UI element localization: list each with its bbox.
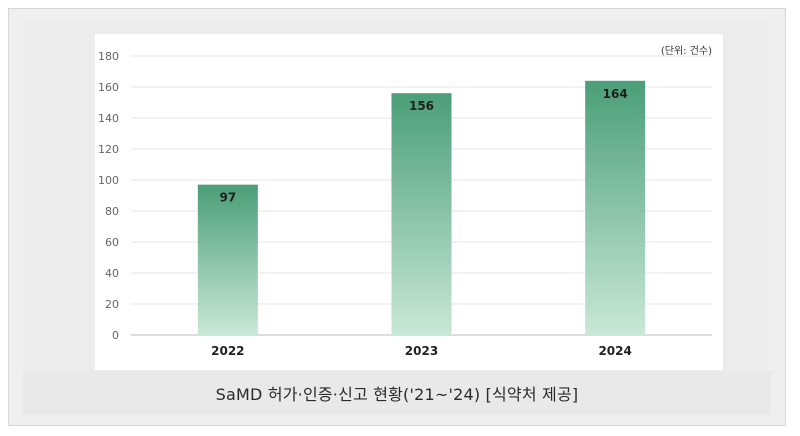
data-label: 156 xyxy=(409,99,434,113)
y-tick-label: 180 xyxy=(98,50,119,63)
data-label: 164 xyxy=(603,87,628,101)
y-tick-label: 60 xyxy=(105,236,119,249)
unit-note: (단위: 건수) xyxy=(661,44,712,57)
y-tick-label: 40 xyxy=(105,267,119,280)
y-tick-label: 140 xyxy=(98,112,119,125)
y-tick-label: 0 xyxy=(112,329,119,342)
bar-chart: (단위: 건수) 0 20 40 60 80 100 120 140 160 180 97 2022 1… xyxy=(98,44,712,358)
bar xyxy=(391,93,452,335)
bar xyxy=(197,184,258,335)
x-tick-label: 2024 xyxy=(598,344,631,358)
y-tick-label: 100 xyxy=(98,174,119,187)
y-tick-label: 120 xyxy=(98,143,119,156)
figure-caption: SaMD 허가·인증·신고 현황('21~'24) [식약처 제공] xyxy=(215,385,579,404)
chart-panel: (단위: 건수) 0 20 40 60 80 100 120 140 160 180 97 2022 1… xyxy=(95,34,723,370)
caption-bar: SaMD 허가·인증·신고 현황('21~'24) [식약처 제공] xyxy=(23,371,771,415)
data-label: 97 xyxy=(219,191,236,205)
x-tick-label: 2022 xyxy=(211,344,244,358)
y-tick-label: 160 xyxy=(98,81,119,94)
figure-area: (단위: 건수) 0 20 40 60 80 100 120 140 160 180 97 2022 1… xyxy=(25,21,769,373)
x-tick-label: 2023 xyxy=(405,344,438,358)
bar xyxy=(585,80,646,335)
figure-frame: (단위: 건수) 0 20 40 60 80 100 120 140 160 180 97 2022 1… xyxy=(8,8,786,426)
y-tick-label: 80 xyxy=(105,205,119,218)
y-tick-label: 20 xyxy=(105,298,119,311)
